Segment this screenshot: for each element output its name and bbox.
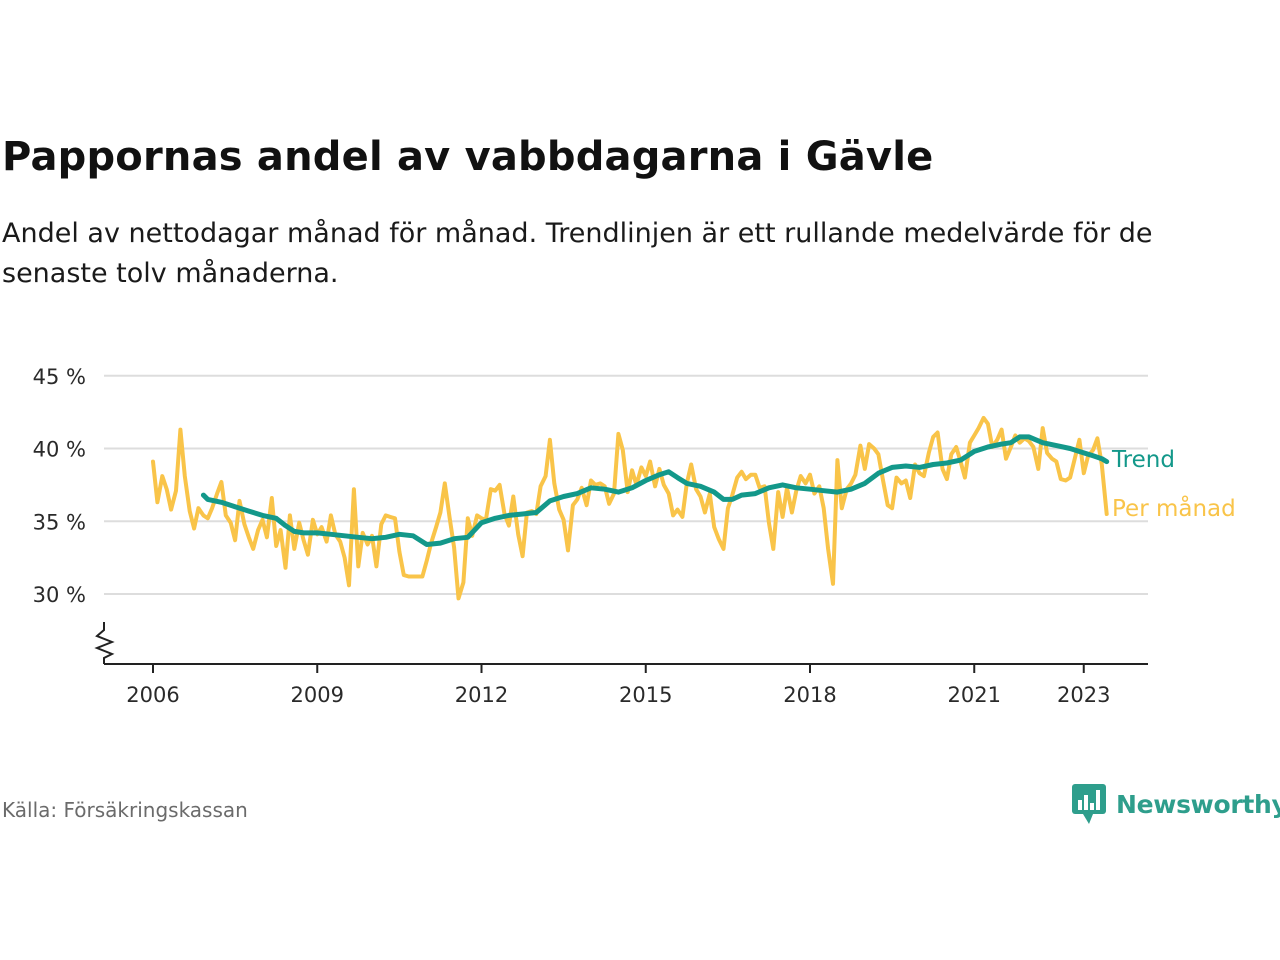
- brand-name: Newsworthy: [1116, 789, 1280, 819]
- x-tick-label: 2018: [783, 683, 836, 707]
- x-tick-label: 2023: [1057, 683, 1110, 707]
- series-label: Trend: [1111, 447, 1175, 473]
- axes: 30 % 35 % 40 % 45 % 2006 2009 2012 2015 2018 2021…: [33, 365, 1148, 707]
- series-labels: Per månad Trend: [1111, 447, 1236, 522]
- y-tick-label: 30 %: [33, 583, 86, 607]
- chart-subtitle: Andel av nettodagar månad för månad. Tre…: [2, 218, 1153, 289]
- series-line-per-m-nad: [151, 415, 1109, 601]
- chart-title: Pappornas andel av vabbdagarna i Gävle: [2, 134, 934, 180]
- series-label: Per månad: [1112, 494, 1236, 522]
- y-tick-label: 35 %: [33, 510, 86, 534]
- x-tick-label: 2012: [455, 683, 508, 707]
- x-tick-label: 2006: [126, 683, 179, 707]
- brand-logo: Newsworthy: [1072, 784, 1280, 824]
- series-line-trend: [200, 434, 1110, 547]
- y-tick-label: 45 %: [33, 365, 86, 389]
- y-tick-label: 40 %: [33, 438, 86, 462]
- axis-break-mark: [94, 622, 115, 664]
- source-note: Källa: Försäkringskassan: [2, 798, 248, 822]
- series-lines: [151, 415, 1110, 601]
- x-tick-label: 2015: [619, 683, 672, 707]
- x-tick-label: 2021: [948, 683, 1001, 707]
- x-tick-label: 2009: [291, 683, 344, 707]
- newsworthy-logo-icon: [1072, 784, 1106, 824]
